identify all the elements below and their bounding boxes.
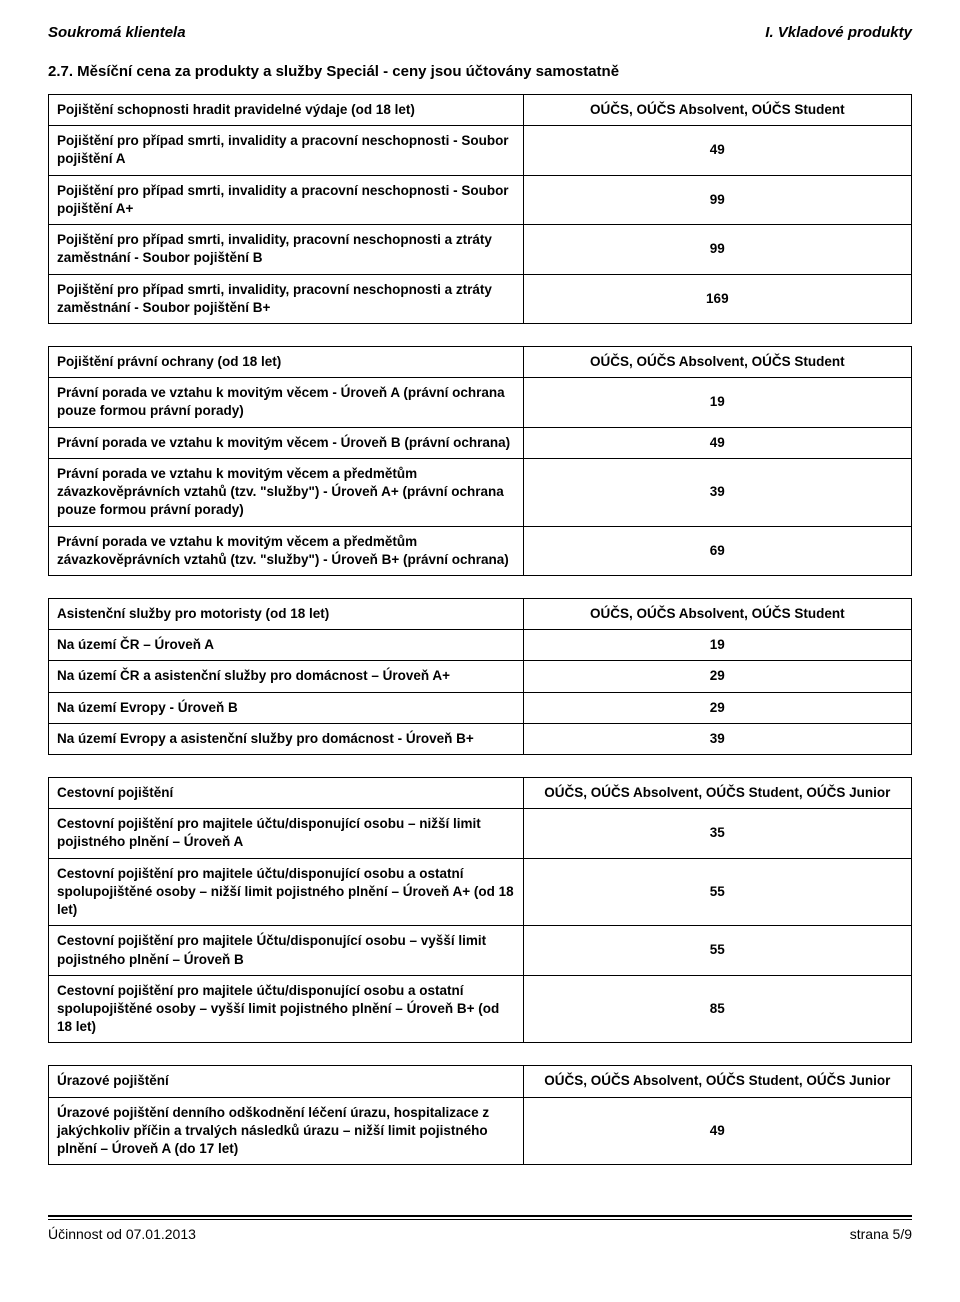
table-row: Právní porada ve vztahu k movitým věcem … bbox=[49, 378, 912, 427]
table-row: Pojištění pro případ smrti, invalidity, … bbox=[49, 274, 912, 323]
row-label: Právní porada ve vztahu k movitým věcem … bbox=[49, 378, 524, 427]
row-value: OÚČS, OÚČS Absolvent, OÚČS Student, OÚČS… bbox=[523, 1066, 911, 1097]
row-value: 99 bbox=[523, 175, 911, 224]
table-row: Právní porada ve vztahu k movitým věcem … bbox=[49, 458, 912, 526]
row-label: Asistenční služby pro motoristy (od 18 l… bbox=[49, 598, 524, 629]
row-label: Na území ČR – Úroveň A bbox=[49, 630, 524, 661]
page-header: Soukromá klientela I. Vkladové produkty bbox=[48, 24, 912, 41]
table-row: Cestovní pojištění pro majitele účtu/dis… bbox=[49, 975, 912, 1043]
table-row: Na území ČR – Úroveň A19 bbox=[49, 630, 912, 661]
table-row: Pojištění pro případ smrti, invalidity, … bbox=[49, 225, 912, 274]
table-row: Pojištění pro případ smrti, invalidity a… bbox=[49, 126, 912, 175]
footer-rule-bottom bbox=[48, 1219, 912, 1220]
row-label: Na území Evropy a asistenční služby pro … bbox=[49, 723, 524, 754]
row-label: Cestovní pojištění pro majitele účtu/dis… bbox=[49, 975, 524, 1043]
row-label: Právní porada ve vztahu k movitým věcem … bbox=[49, 427, 524, 458]
row-label: Pojištění pro případ smrti, invalidity a… bbox=[49, 126, 524, 175]
row-value: 55 bbox=[523, 926, 911, 975]
row-value: 19 bbox=[523, 378, 911, 427]
row-value: 169 bbox=[523, 274, 911, 323]
row-label: Pojištění pro případ smrti, invalidity, … bbox=[49, 225, 524, 274]
table-row: Pojištění právní ochrany (od 18 let)OÚČS… bbox=[49, 346, 912, 377]
row-value: 39 bbox=[523, 723, 911, 754]
footer-right: strana 5/9 bbox=[850, 1226, 912, 1242]
row-label: Úrazové pojištění denního odškodnění léč… bbox=[49, 1097, 524, 1165]
row-label: Na území ČR a asistenční služby pro domá… bbox=[49, 661, 524, 692]
row-value: 35 bbox=[523, 809, 911, 858]
table-row: Právní porada ve vztahu k movitým věcem … bbox=[49, 427, 912, 458]
table-row: Cestovní pojištění pro majitele Účtu/dis… bbox=[49, 926, 912, 975]
table-row: Právní porada ve vztahu k movitým věcem … bbox=[49, 526, 912, 575]
row-label: Úrazové pojištění bbox=[49, 1066, 524, 1097]
row-value: 29 bbox=[523, 692, 911, 723]
row-label: Právní porada ve vztahu k movitým věcem … bbox=[49, 526, 524, 575]
row-label: Na území Evropy - Úroveň B bbox=[49, 692, 524, 723]
row-value: 55 bbox=[523, 858, 911, 926]
footer-left: Účinnost od 07.01.2013 bbox=[48, 1226, 196, 1242]
price-table: Pojištění právní ochrany (od 18 let)OÚČS… bbox=[48, 346, 912, 576]
row-label: Cestovní pojištění pro majitele účtu/dis… bbox=[49, 809, 524, 858]
table-row: Cestovní pojištění pro majitele účtu/dis… bbox=[49, 809, 912, 858]
row-value: 85 bbox=[523, 975, 911, 1043]
row-value: OÚČS, OÚČS Absolvent, OÚČS Student bbox=[523, 95, 911, 126]
price-table: Pojištění schopnosti hradit pravidelné v… bbox=[48, 94, 912, 324]
row-value: 49 bbox=[523, 126, 911, 175]
header-right: I. Vkladové produkty bbox=[765, 24, 912, 41]
table-row: Úrazové pojištěníOÚČS, OÚČS Absolvent, O… bbox=[49, 1066, 912, 1097]
row-label: Právní porada ve vztahu k movitým věcem … bbox=[49, 458, 524, 526]
row-value: 49 bbox=[523, 1097, 911, 1165]
page-footer: Účinnost od 07.01.2013 strana 5/9 bbox=[48, 1215, 912, 1242]
table-row: Na území ČR a asistenční služby pro domá… bbox=[49, 661, 912, 692]
row-label: Pojištění schopnosti hradit pravidelné v… bbox=[49, 95, 524, 126]
row-label: Cestovní pojištění bbox=[49, 778, 524, 809]
row-value: 49 bbox=[523, 427, 911, 458]
row-label: Cestovní pojištění pro majitele Účtu/dis… bbox=[49, 926, 524, 975]
price-table: Cestovní pojištěníOÚČS, OÚČS Absolvent, … bbox=[48, 777, 912, 1043]
tables-container: Pojištění schopnosti hradit pravidelné v… bbox=[48, 94, 912, 1165]
table-row: Na území Evropy - Úroveň B29 bbox=[49, 692, 912, 723]
price-table: Asistenční služby pro motoristy (od 18 l… bbox=[48, 598, 912, 755]
price-table: Úrazové pojištěníOÚČS, OÚČS Absolvent, O… bbox=[48, 1065, 912, 1165]
row-value: 29 bbox=[523, 661, 911, 692]
table-row: Pojištění schopnosti hradit pravidelné v… bbox=[49, 95, 912, 126]
row-value: OÚČS, OÚČS Absolvent, OÚČS Student bbox=[523, 346, 911, 377]
row-label: Cestovní pojištění pro majitele účtu/dis… bbox=[49, 858, 524, 926]
table-row: Na území Evropy a asistenční služby pro … bbox=[49, 723, 912, 754]
row-value: 19 bbox=[523, 630, 911, 661]
row-value: 39 bbox=[523, 458, 911, 526]
footer-rule-top bbox=[48, 1215, 912, 1217]
table-row: Úrazové pojištění denního odškodnění léč… bbox=[49, 1097, 912, 1165]
row-label: Pojištění právní ochrany (od 18 let) bbox=[49, 346, 524, 377]
row-value: 69 bbox=[523, 526, 911, 575]
header-left: Soukromá klientela bbox=[48, 24, 186, 41]
table-row: Cestovní pojištěníOÚČS, OÚČS Absolvent, … bbox=[49, 778, 912, 809]
row-value: OÚČS, OÚČS Absolvent, OÚČS Student bbox=[523, 598, 911, 629]
row-value: OÚČS, OÚČS Absolvent, OÚČS Student, OÚČS… bbox=[523, 778, 911, 809]
row-label: Pojištění pro případ smrti, invalidity a… bbox=[49, 175, 524, 224]
table-row: Asistenční služby pro motoristy (od 18 l… bbox=[49, 598, 912, 629]
row-value: 99 bbox=[523, 225, 911, 274]
row-label: Pojištění pro případ smrti, invalidity, … bbox=[49, 274, 524, 323]
section-title: 2.7. Měsíční cena za produkty a služby S… bbox=[48, 63, 912, 80]
table-row: Pojištění pro případ smrti, invalidity a… bbox=[49, 175, 912, 224]
table-row: Cestovní pojištění pro majitele účtu/dis… bbox=[49, 858, 912, 926]
